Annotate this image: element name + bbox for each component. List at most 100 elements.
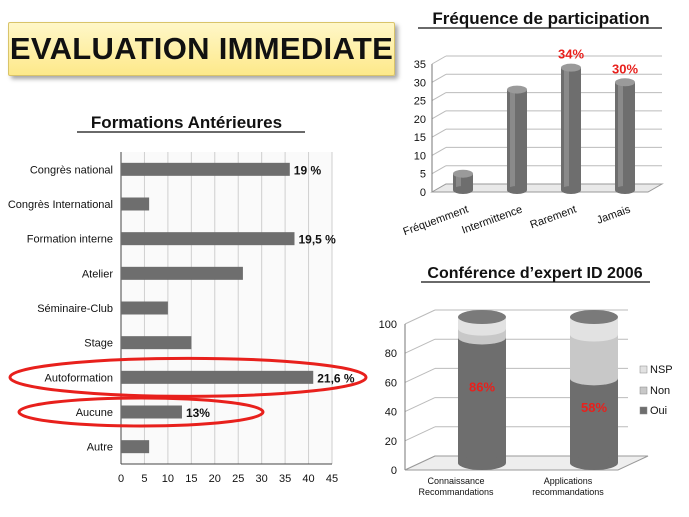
chart2-y-tick: 5: [420, 169, 426, 181]
chart3-segment-base: [570, 327, 618, 342]
chart1-x-tick: 0: [118, 473, 124, 485]
chart3-segment-base: [458, 456, 506, 470]
chart3-legend-label: Oui: [650, 405, 667, 417]
chart2-gridline-side: [431, 128, 447, 138]
chart2-bar-top: [615, 78, 635, 87]
chart1-x-tick: 20: [209, 473, 221, 485]
chart2-bar-base: [561, 186, 581, 194]
chart3-segment-base: [570, 371, 618, 386]
chart2-category-label: Intermittence: [460, 204, 524, 237]
chart1-bar: [121, 336, 192, 350]
chart3-category-label: Connaissance: [427, 476, 484, 486]
chart1-x-tick: 25: [232, 473, 244, 485]
chart2-y-tick: 0: [420, 187, 426, 199]
chart1-bar: [121, 405, 182, 419]
chart1-data-label: 19 %: [294, 163, 322, 177]
chart3-title: Conférence d’expert ID 2006: [427, 265, 642, 282]
chart2-category-label: Jamais: [595, 203, 632, 226]
chart3-y-tick: 40: [385, 407, 397, 419]
chart3-segment-oui: [570, 378, 618, 463]
chart2-bar-shine: [618, 82, 623, 190]
chart2-y-tick: 10: [414, 150, 426, 162]
chart2-data-label: 30%: [612, 61, 638, 76]
title-banner: EVALUATION IMMEDIATE: [8, 22, 395, 76]
chart3-legend-label: NSP: [650, 364, 673, 376]
chart1-x-tick: 15: [185, 473, 197, 485]
chart3-legend-swatch: [639, 406, 648, 415]
chart3-y-tick: 0: [391, 465, 397, 477]
chart1-category-label: Formation interne: [27, 234, 113, 246]
chart3-gridline-side: [404, 338, 436, 354]
chart3-data-label: 58%: [581, 400, 607, 415]
chart2-title: Fréquence de participation: [432, 9, 649, 28]
chart1-x-tick: 35: [279, 473, 291, 485]
chart1-x-tick: 40: [302, 473, 314, 485]
chart2-category-label: Rarement: [529, 204, 578, 232]
chart1-bar: [121, 197, 150, 211]
banner-title: EVALUATION IMMEDIATE: [9, 31, 394, 66]
chart3-legend-label: Non: [650, 385, 670, 397]
highlight-ellipse-autoformation: [8, 356, 368, 398]
chart3-cylinder-top: [458, 310, 506, 324]
chart3-category-label: Applications: [544, 476, 593, 486]
chart2-bar-shine: [456, 173, 461, 190]
chart2-y-tick: 35: [414, 59, 426, 71]
chart1-bar: [121, 370, 314, 384]
chart3-data-label: 86%: [469, 379, 495, 394]
chart2-bar: [507, 85, 527, 194]
chart1-data-label: 19,5 %: [298, 233, 336, 247]
chart3-segment-base: [458, 321, 506, 336]
chart2-gridline-side: [431, 73, 447, 83]
chart3-segment-oui: [458, 337, 506, 463]
chart1-data-label: 13%: [186, 406, 210, 420]
chart3-segment-base: [570, 456, 618, 470]
chart2-bar-shine: [510, 89, 515, 190]
chart1-data-label: 21,6 %: [317, 371, 355, 385]
chart2-bar: [561, 63, 581, 194]
chart2-data-label: 34%: [558, 47, 584, 62]
chart1-x-tick: 45: [326, 473, 338, 485]
chart3-y-tick: 100: [379, 319, 397, 331]
chart2-gridline-side: [431, 165, 447, 175]
chart2-bar: [615, 78, 635, 194]
chart2-gridline-side: [431, 92, 447, 102]
chart1-category-label: Congrès International: [8, 199, 113, 211]
chart3-y-tick: 80: [385, 348, 397, 360]
chart2-gridline-side: [431, 55, 447, 65]
chart2-bar-shine: [564, 67, 569, 190]
chart2-bar-top: [453, 169, 473, 178]
chart1-x-tick: 5: [141, 473, 147, 485]
chart2-bar-base: [615, 186, 635, 194]
chart3-gridline-side: [404, 426, 436, 442]
chart2-bar-base: [507, 186, 527, 194]
chart3-legend-swatch: [639, 386, 648, 395]
chart3-category-label: Recommandations: [418, 487, 494, 497]
highlight-ellipse-aucune: [17, 396, 265, 428]
chart3-y-tick: 20: [385, 436, 397, 448]
chart1-x-tick: 10: [162, 473, 174, 485]
chart1-category-label: Stage: [84, 338, 113, 350]
chart3-gridline-side: [404, 367, 436, 383]
chart2-gridline-side: [431, 146, 447, 156]
chart1-category-label: Atelier: [82, 268, 114, 280]
chart3-y-tick: 60: [385, 377, 397, 389]
chart2-bar-top: [561, 63, 581, 72]
chart2-bar-base: [453, 186, 473, 194]
chart3-category-label: recommandations: [532, 487, 604, 497]
chart2-category-label: Fréquemment: [402, 204, 470, 239]
chart3-gridline-side: [404, 309, 436, 325]
chart3-cylinder-top: [570, 310, 618, 324]
chart1-category-label: Congrès national: [30, 164, 113, 176]
chart2-y-tick: 15: [414, 132, 426, 144]
chart2-y-tick: 20: [414, 114, 426, 126]
chart2-y-tick: 25: [414, 96, 426, 108]
chart1-category-label: Autoformation: [45, 372, 113, 384]
chart1-x-tick: 30: [256, 473, 268, 485]
chart1-bar: [121, 232, 295, 246]
chart1-category-label: Autre: [87, 442, 113, 454]
chart3-gridline-side: [404, 397, 436, 413]
chart1-bar: [121, 266, 243, 280]
chart1-category-label: Aucune: [76, 407, 113, 419]
chart2-bar: [453, 169, 473, 194]
